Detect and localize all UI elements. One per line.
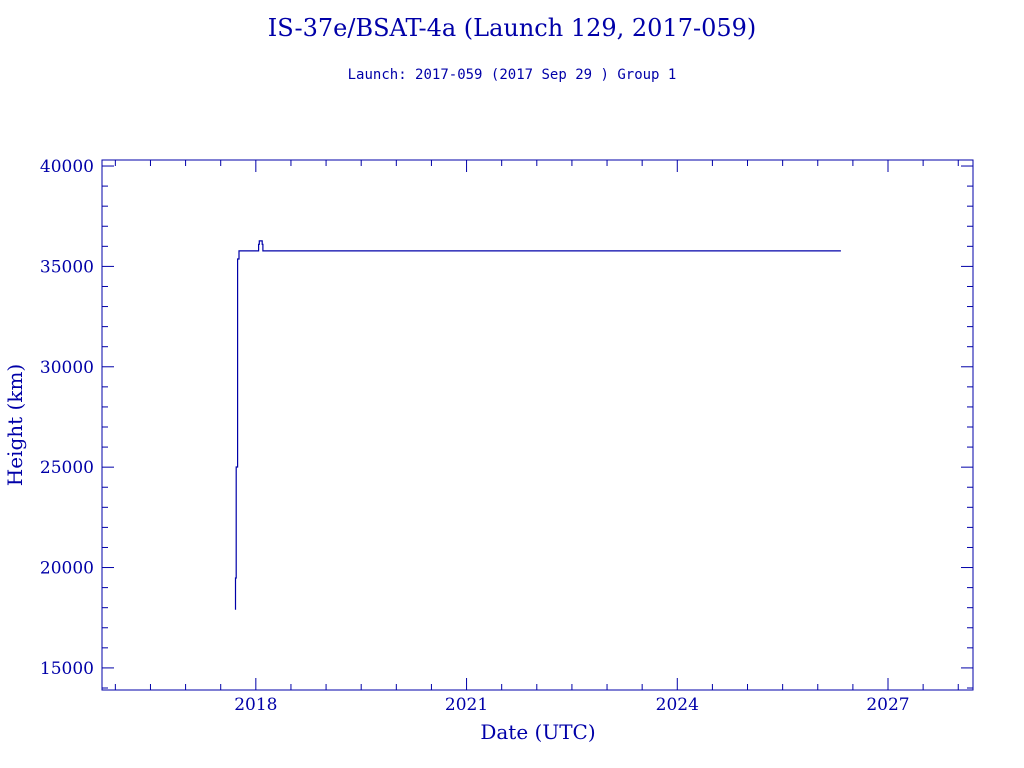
y-axis-label: Height (km) [3,364,27,486]
x-tick-label: 2021 [445,695,488,715]
y-tick-label: 35000 [40,257,94,277]
y-tick-label: 20000 [40,559,94,579]
series-line [234,240,841,610]
plot-frame [101,159,974,691]
x-tick-label: 2027 [866,695,909,715]
y-tick-label: 30000 [40,358,94,378]
chart-subtitle: Launch: 2017-059 (2017 Sep 29 ) Group 1 [347,67,677,83]
y-tick-label: 40000 [40,157,94,177]
x-axis-label: Date (UTC) [480,720,595,744]
chart-title: IS-37e/BSAT-4a (Launch 129, 2017-059) [267,14,757,42]
x-tick-label: 2018 [234,695,277,715]
x-tick-label: 2024 [656,695,699,715]
tick-labels: 15000 20000 25000 30000 35000 40000 2018 2021 20… [40,157,910,715]
y-tick-label: 25000 [40,458,94,478]
ticks [102,160,973,690]
y-tick-label: 15000 [40,659,94,679]
